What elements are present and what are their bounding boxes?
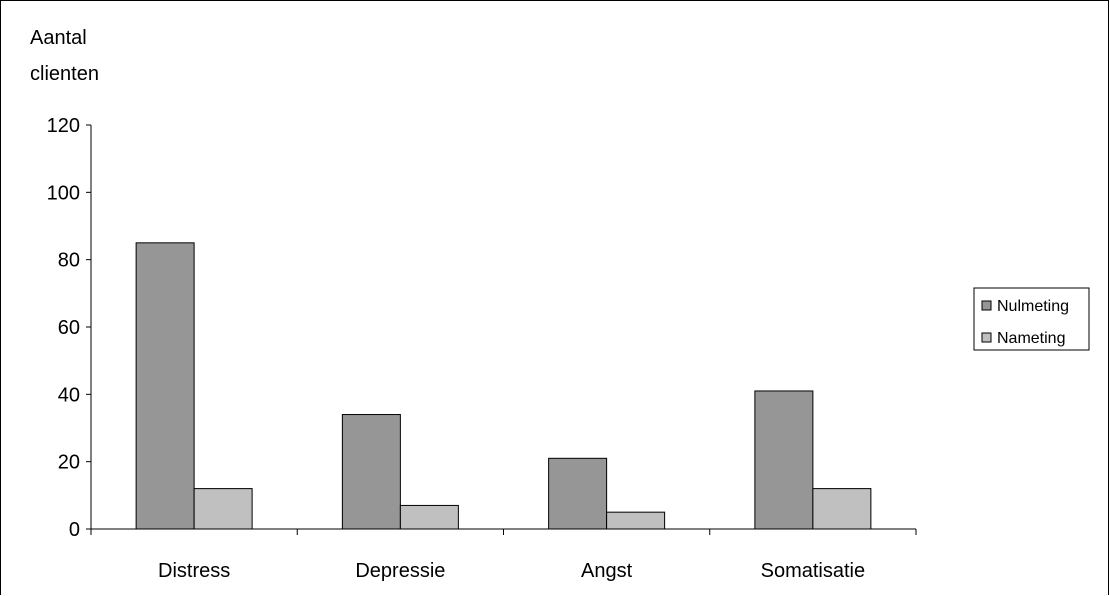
x-tick-label: Distress	[158, 560, 230, 582]
y-tick-label: 100	[47, 182, 80, 204]
legend: Nulmeting Nameting	[973, 287, 1090, 351]
bar-nulmeting-somatisatie	[754, 390, 814, 530]
y-axis-title-line-1: Aantal	[30, 27, 87, 49]
legend-swatch-nameting	[981, 332, 992, 343]
y-axis: 0 20 40 60 80 100 120	[47, 115, 92, 541]
bar-nulmeting-distress	[135, 242, 195, 530]
y-tick-label: 120	[47, 115, 80, 137]
y-tick-label: 60	[58, 317, 80, 339]
y-axis-title-line-2: clienten	[30, 63, 99, 85]
legend-label-nulmeting: Nulmeting	[997, 298, 1069, 315]
y-axis-title: Aantal clienten	[30, 27, 99, 85]
y-tick-label: 80	[58, 250, 80, 272]
y-tick-label: 40	[58, 384, 80, 406]
bar-nulmeting-angst	[548, 457, 608, 530]
y-tick-label: 0	[69, 519, 80, 541]
x-tick-label: Angst	[581, 560, 633, 582]
bar-nameting-depressie	[399, 504, 459, 530]
legend-box	[973, 287, 1090, 351]
bar-nulmeting-depressie	[341, 414, 401, 530]
bar-nameting-somatisatie	[812, 488, 872, 530]
bar-nameting-distress	[193, 488, 253, 530]
legend-swatch-nulmeting	[981, 300, 992, 311]
x-tick-label: Somatisatie	[761, 560, 866, 582]
x-tick-label: Depressie	[355, 560, 445, 582]
bars	[135, 242, 872, 530]
bar-nameting-angst	[606, 511, 666, 530]
y-tick-label: 20	[58, 452, 80, 474]
x-axis: Distress Depressie Angst Somatisatie	[90, 528, 917, 582]
legend-label-nameting: Nameting	[997, 330, 1065, 347]
